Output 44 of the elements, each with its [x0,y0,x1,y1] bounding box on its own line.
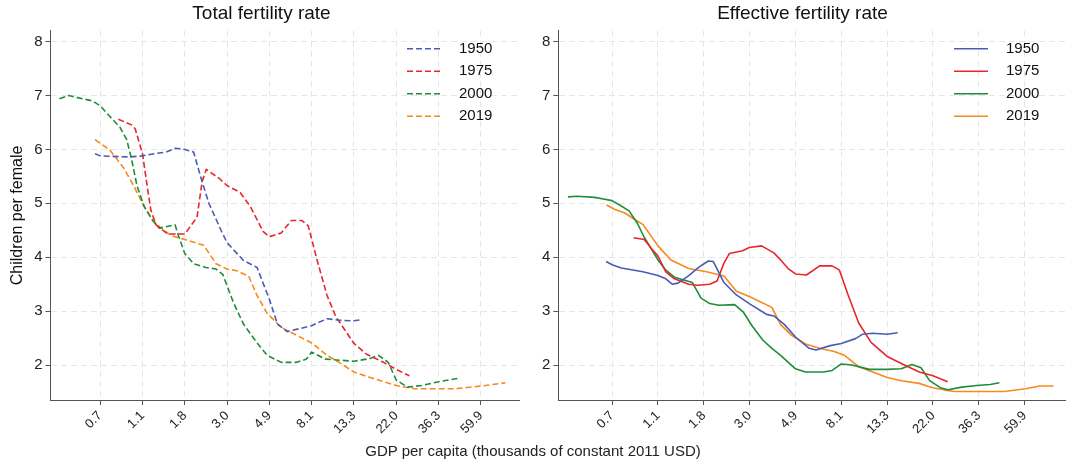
legend-label: 2000 [1006,83,1040,101]
x-tick-label: 36.3 [954,407,984,437]
x-tick-label: 1.8 [685,407,709,432]
x-tick-label: 1.1 [639,407,663,432]
x-tick-label: 0.7 [81,407,105,432]
x-tick-label: 3.0 [208,407,232,432]
legend-label: 1950 [459,38,493,56]
x-tick-label: 0.7 [593,407,617,432]
x-tick-label: 1.8 [166,407,190,432]
legend-label: 2019 [459,106,493,124]
y-tick-label: 7 [34,85,43,103]
legend-label: 1975 [1006,61,1040,79]
x-tick-label: 36.3 [414,407,444,437]
y-tick-label: 5 [542,193,551,211]
y-tick-label: 7 [542,85,551,103]
y-tick-label: 2 [542,355,551,373]
x-tick-label: 8.1 [822,407,846,432]
x-tick-label: 1.1 [123,407,148,432]
legend-label: 1975 [459,61,493,79]
y-tick-label: 4 [34,247,43,265]
y-axis-title: Children per female [8,145,26,286]
legend-label: 2019 [1006,106,1040,124]
legend-label: 1950 [1006,38,1040,56]
x-tick-label: 13.3 [863,407,892,437]
y-tick-label: 2 [34,355,43,373]
chart-title: Effective fertility rate [717,1,888,23]
x-axis-title: GDP per capita (thousands of constant 2011 USD) [364,442,702,459]
y-tick-label: 5 [34,193,43,211]
legend-label: 2000 [459,83,493,101]
y-tick-label: 6 [542,139,551,157]
x-tick-label: 4.9 [250,407,275,432]
y-tick-label: 3 [34,301,43,319]
y-tick-label: 6 [34,139,43,157]
y-tick-label: 3 [542,301,551,319]
y-tick-label: 8 [34,31,43,49]
y-tick-label: 4 [542,247,551,265]
chart-title: Total fertility rate [192,1,331,23]
x-tick-label: 4.9 [776,407,801,432]
x-tick-label: 13.3 [329,407,359,437]
x-tick-label: 3.0 [730,407,755,432]
x-tick-label: 59.9 [1000,407,1030,437]
x-tick-label: 59.9 [457,407,486,437]
x-tick-label: 8.1 [292,407,317,432]
y-tick-label: 8 [542,31,551,49]
